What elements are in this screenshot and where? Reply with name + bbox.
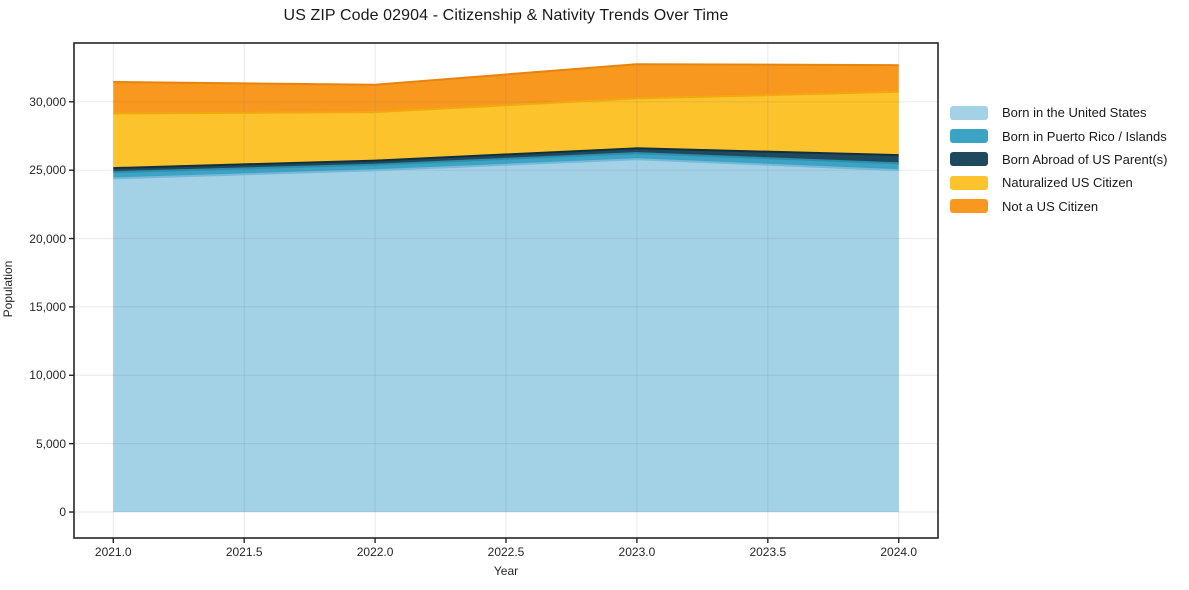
area-born-in-the-united-states (113, 159, 899, 512)
legend-label: Born in the United States (1002, 105, 1147, 121)
legend-item-naturalized-us-citizen: Naturalized US Citizen (950, 171, 1167, 194)
legend-item-born-in-the-united-states: Born in the United States (950, 101, 1167, 124)
x-tick-label: 2023.0 (618, 545, 656, 559)
y-tick-label: 5,000 (35, 436, 66, 451)
legend-label: Naturalized US Citizen (1002, 175, 1133, 191)
x-tick-label: 2022.0 (356, 545, 394, 559)
legend-label: Born Abroad of US Parent(s) (1002, 151, 1168, 167)
y-tick-label: 25,000 (29, 163, 66, 178)
x-tick-label: 2022.5 (487, 545, 525, 559)
x-tick-label: 2023.5 (749, 545, 787, 559)
legend-swatch-icon (950, 175, 988, 190)
x-tick-label: 2021.5 (225, 545, 263, 559)
legend-swatch-icon (950, 129, 988, 144)
y-tick-label: 30,000 (29, 94, 66, 109)
area-not-a-us-citizen (113, 64, 899, 114)
legend-swatch-icon (950, 199, 988, 214)
area-edge-naturalized-us-citizen (113, 90, 899, 115)
area-edge-not-a-us-citizen (113, 63, 899, 86)
legend-item-born-abroad-of-us-parent-s: Born Abroad of US Parent(s) (950, 148, 1167, 171)
y-tick-label: 0 (59, 505, 66, 520)
y-axis-label: Population (1, 260, 15, 318)
y-tick-label: 20,000 (29, 231, 66, 246)
x-tick-label: 2024.0 (880, 545, 918, 559)
chart-title: US ZIP Code 02904 - Citizenship & Nativi… (283, 7, 729, 24)
area-edge-born-in-puerto-rico-islands (113, 152, 899, 174)
legend: Born in the United States Born in Puerto … (950, 101, 1167, 218)
area-edge-born-in-the-united-states (113, 158, 899, 180)
y-tick-label: 15,000 (29, 299, 66, 314)
area-edge-born-abroad-of-us-parent-s (113, 147, 899, 170)
legend-swatch-icon (950, 152, 988, 167)
legend-item-born-in-puerto-rico-islands: Born in Puerto Rico / Islands (950, 124, 1167, 147)
legend-swatch-icon (950, 105, 988, 120)
x-tick-label: 2021.0 (94, 545, 132, 559)
legend-item-not-a-us-citizen: Not a US Citizen (950, 195, 1167, 218)
x-axis-label: Year (493, 564, 519, 578)
legend-label: Not a US Citizen (1002, 198, 1099, 214)
y-tick-label: 10,000 (29, 368, 66, 383)
legend-label: Born in Puerto Rico / Islands (1002, 128, 1167, 144)
